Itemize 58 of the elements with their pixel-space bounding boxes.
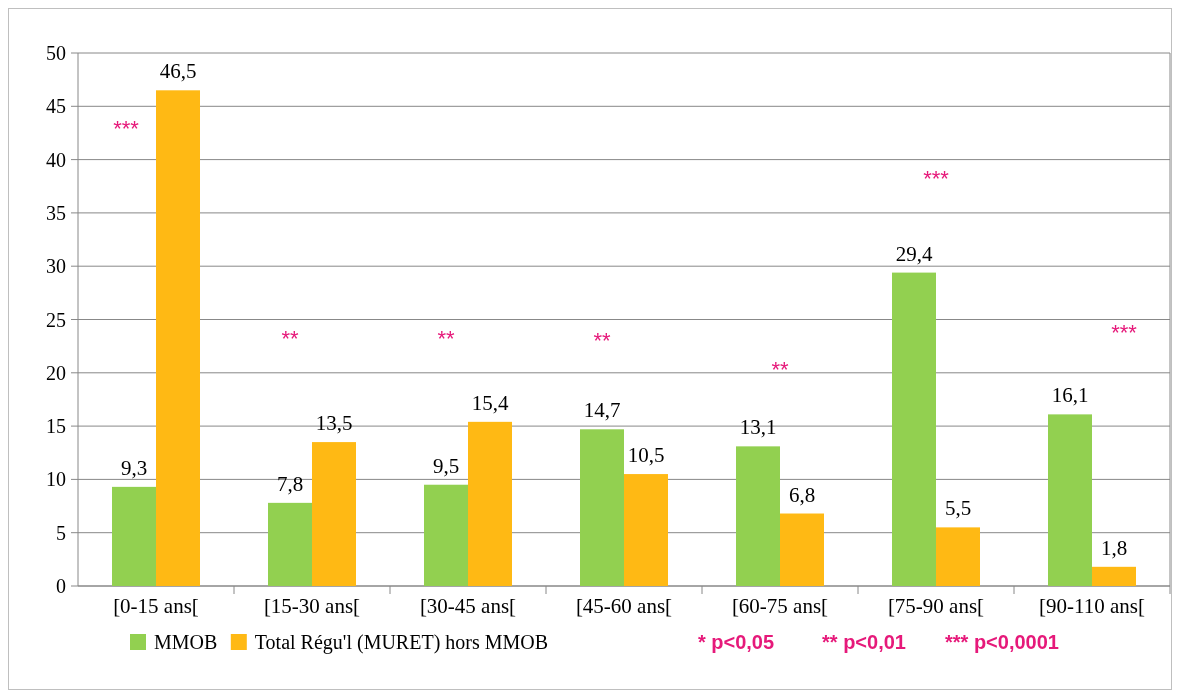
y-tick-label: 35 — [46, 201, 66, 224]
x-tick-label: [45-60 ans[ — [575, 594, 673, 618]
data-label: 13,5 — [315, 411, 353, 436]
y-tick-label: 20 — [46, 361, 66, 384]
data-label: 5,5 — [944, 496, 972, 521]
annotation: ** — [593, 328, 611, 353]
x-tick-label: [30-45 ans[ — [419, 594, 517, 618]
y-tick-label: 40 — [46, 148, 66, 171]
legend-label: Total Régu'l (MURET) hors MMOB — [254, 631, 549, 654]
annotation: ** — [281, 326, 299, 351]
annotation: *** — [113, 116, 140, 141]
bar — [780, 513, 824, 586]
y-tick-label: 15 — [46, 415, 66, 438]
x-tick-label: [75-90 ans[ — [887, 594, 985, 618]
data-label: 9,5 — [432, 453, 460, 478]
annotation: *** — [923, 166, 950, 191]
bar — [1048, 414, 1092, 586]
annotation: ** — [437, 326, 455, 351]
text: ** p<0,01 — [822, 631, 906, 653]
annotation: *** — [1111, 320, 1138, 345]
data-label: 14,7 — [583, 398, 621, 423]
data-label: 1,8 — [1100, 535, 1128, 560]
data-label: 9,3 — [120, 455, 148, 480]
bar — [580, 429, 624, 586]
bar — [424, 484, 468, 586]
bar — [268, 502, 312, 586]
data-label: 7,8 — [276, 471, 304, 496]
bar — [624, 474, 668, 586]
data-label: 13,1 — [739, 415, 777, 440]
bar — [736, 446, 780, 586]
y-tick-label: 5 — [56, 521, 66, 544]
bar — [892, 272, 936, 586]
bar — [1092, 566, 1136, 586]
y-tick-label: 45 — [46, 95, 66, 118]
bar — [156, 90, 200, 586]
bar — [936, 527, 980, 586]
x-tick-label: [0-15 ans[ — [113, 594, 199, 618]
annotation: ** — [771, 357, 789, 382]
data-label: 10,5 — [627, 443, 665, 468]
y-tick-label: 10 — [46, 468, 66, 491]
text: *** p<0,0001 — [945, 631, 1059, 653]
bar — [312, 442, 356, 586]
y-tick-label: 0 — [56, 575, 66, 597]
y-tick-label: 50 — [46, 42, 66, 64]
bar — [112, 486, 156, 586]
x-tick-label: [15-30 ans[ — [263, 594, 361, 618]
data-label: 29,4 — [895, 241, 933, 266]
bar — [468, 421, 512, 586]
data-label: 16,1 — [1051, 383, 1089, 408]
x-tick-label: [90-110 ans[ — [1039, 594, 1145, 618]
x-tick-label: [60-75 ans[ — [731, 594, 829, 618]
data-label: 46,5 — [159, 59, 197, 84]
text: * p<0,05 — [697, 631, 775, 653]
data-label: 6,8 — [788, 482, 816, 507]
data-label: 15,4 — [471, 390, 509, 415]
y-tick-label: 30 — [46, 255, 66, 278]
y-tick-label: 25 — [46, 308, 66, 331]
legend-label: MMOB — [154, 631, 218, 653]
